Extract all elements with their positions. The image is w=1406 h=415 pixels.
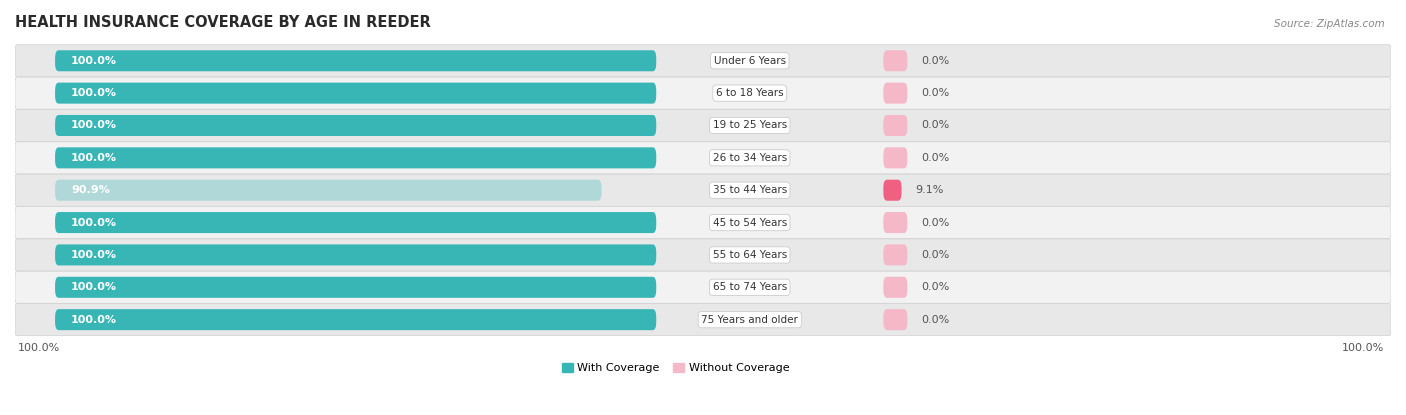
Text: 0.0%: 0.0% (921, 56, 949, 66)
FancyBboxPatch shape (15, 207, 1391, 239)
FancyBboxPatch shape (15, 271, 1391, 303)
FancyBboxPatch shape (55, 244, 657, 266)
Text: 100.0%: 100.0% (72, 120, 117, 130)
Text: 100.0%: 100.0% (1343, 343, 1385, 353)
Text: 100.0%: 100.0% (72, 315, 117, 325)
Text: 100.0%: 100.0% (72, 250, 117, 260)
Text: 45 to 54 Years: 45 to 54 Years (713, 217, 787, 227)
Text: 100.0%: 100.0% (72, 56, 117, 66)
Text: 100.0%: 100.0% (72, 282, 117, 292)
Text: 0.0%: 0.0% (921, 217, 949, 227)
Text: 19 to 25 Years: 19 to 25 Years (713, 120, 787, 130)
Text: 0.0%: 0.0% (921, 250, 949, 260)
Text: 55 to 64 Years: 55 to 64 Years (713, 250, 787, 260)
Text: 35 to 44 Years: 35 to 44 Years (713, 185, 787, 195)
Text: 0.0%: 0.0% (921, 282, 949, 292)
Text: 26 to 34 Years: 26 to 34 Years (713, 153, 787, 163)
Text: 0.0%: 0.0% (921, 315, 949, 325)
Text: 6 to 18 Years: 6 to 18 Years (716, 88, 783, 98)
FancyBboxPatch shape (15, 304, 1391, 336)
FancyBboxPatch shape (883, 180, 901, 201)
Text: 100.0%: 100.0% (18, 343, 60, 353)
FancyBboxPatch shape (15, 174, 1391, 206)
FancyBboxPatch shape (883, 244, 907, 266)
FancyBboxPatch shape (883, 212, 907, 233)
Text: Under 6 Years: Under 6 Years (714, 56, 786, 66)
FancyBboxPatch shape (883, 309, 907, 330)
FancyBboxPatch shape (55, 309, 657, 330)
FancyBboxPatch shape (15, 45, 1391, 77)
FancyBboxPatch shape (55, 277, 657, 298)
Text: 0.0%: 0.0% (921, 153, 949, 163)
Text: 0.0%: 0.0% (921, 120, 949, 130)
Text: Source: ZipAtlas.com: Source: ZipAtlas.com (1274, 19, 1385, 29)
Text: HEALTH INSURANCE COVERAGE BY AGE IN REEDER: HEALTH INSURANCE COVERAGE BY AGE IN REED… (15, 15, 430, 30)
FancyBboxPatch shape (883, 115, 907, 136)
Text: 75 Years and older: 75 Years and older (702, 315, 799, 325)
FancyBboxPatch shape (55, 115, 657, 136)
FancyBboxPatch shape (55, 147, 657, 168)
Text: 9.1%: 9.1% (915, 185, 943, 195)
FancyBboxPatch shape (55, 212, 657, 233)
FancyBboxPatch shape (15, 142, 1391, 174)
Text: 100.0%: 100.0% (72, 217, 117, 227)
FancyBboxPatch shape (883, 147, 907, 168)
FancyBboxPatch shape (55, 180, 602, 201)
Text: 90.9%: 90.9% (72, 185, 110, 195)
FancyBboxPatch shape (55, 50, 657, 71)
FancyBboxPatch shape (55, 83, 657, 104)
Text: 0.0%: 0.0% (921, 88, 949, 98)
Text: 100.0%: 100.0% (72, 153, 117, 163)
Text: 65 to 74 Years: 65 to 74 Years (713, 282, 787, 292)
Legend: With Coverage, Without Coverage: With Coverage, Without Coverage (562, 363, 789, 373)
FancyBboxPatch shape (15, 77, 1391, 109)
Text: 100.0%: 100.0% (72, 88, 117, 98)
FancyBboxPatch shape (883, 50, 907, 71)
FancyBboxPatch shape (15, 110, 1391, 142)
FancyBboxPatch shape (883, 277, 907, 298)
FancyBboxPatch shape (883, 83, 907, 104)
FancyBboxPatch shape (15, 239, 1391, 271)
